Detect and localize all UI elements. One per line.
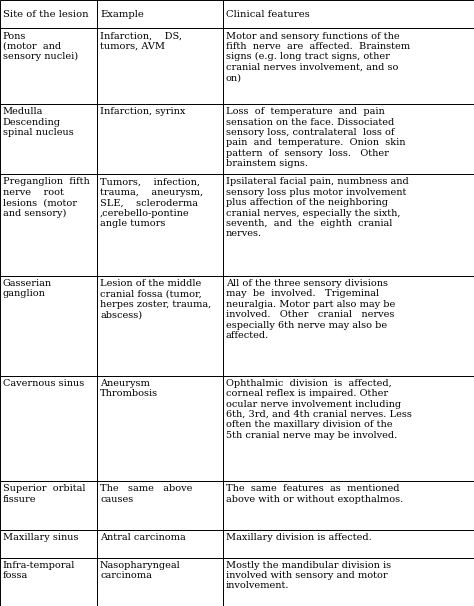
Text: Antral carcinoma: Antral carcinoma — [100, 533, 186, 542]
Bar — [0, 0, 97, 28]
Bar — [223, 530, 474, 558]
Text: Maxillary sinus: Maxillary sinus — [3, 533, 78, 542]
Text: Infarction,    DS,
tumors, AVM: Infarction, DS, tumors, AVM — [100, 32, 182, 51]
Bar — [97, 276, 223, 376]
Text: Nasopharyngeal
carcinoma: Nasopharyngeal carcinoma — [100, 561, 181, 580]
Bar — [0, 104, 97, 175]
Bar — [0, 175, 97, 276]
Bar — [0, 28, 97, 104]
Text: Preganglion  fifth
nerve    root
lesions  (motor
and sensory): Preganglion fifth nerve root lesions (mo… — [3, 178, 90, 218]
Bar — [0, 276, 97, 376]
Text: Superior  orbital
fissure: Superior orbital fissure — [3, 484, 85, 504]
Text: Pons
(motor  and
sensory nuclei): Pons (motor and sensory nuclei) — [3, 32, 78, 61]
Text: The   same   above
causes: The same above causes — [100, 484, 192, 504]
Text: Cavernous sinus: Cavernous sinus — [3, 379, 84, 388]
Text: All of the three sensory divisions
may  be  involved.   Trigeminal
neuralgia. Mo: All of the three sensory divisions may b… — [226, 279, 395, 340]
Bar — [0, 376, 97, 481]
Bar — [97, 175, 223, 276]
Text: Gasserian
ganglion: Gasserian ganglion — [3, 279, 52, 298]
Bar — [97, 481, 223, 530]
Bar — [97, 104, 223, 175]
Bar — [223, 481, 474, 530]
Text: Ophthalmic  division  is  affected,
corneal reflex is impaired. Other
ocular ner: Ophthalmic division is affected, corneal… — [226, 379, 411, 440]
Text: Tumors,    infection,
trauma,    aneurysm,
SLE,    scleroderma
,cerebello-pontin: Tumors, infection, trauma, aneurysm, SLE… — [100, 178, 203, 228]
Text: The  same  features  as  mentioned
above with or without exopthalmos.: The same features as mentioned above wit… — [226, 484, 403, 504]
Text: Maxillary division is affected.: Maxillary division is affected. — [226, 533, 371, 542]
Text: Example: Example — [100, 10, 144, 19]
Text: Aneurysm
Thrombosis: Aneurysm Thrombosis — [100, 379, 158, 398]
Text: Medulla
Descending
spinal nucleus: Medulla Descending spinal nucleus — [3, 107, 73, 137]
Text: Clinical features: Clinical features — [226, 10, 310, 19]
Bar — [97, 376, 223, 481]
Text: Site of the lesion: Site of the lesion — [3, 10, 89, 19]
Bar — [97, 28, 223, 104]
Bar — [223, 28, 474, 104]
Bar — [223, 376, 474, 481]
Text: Mostly the mandibular division is
involved with sensory and motor
involvement.: Mostly the mandibular division is involv… — [226, 561, 391, 590]
Bar — [223, 175, 474, 276]
Bar — [97, 530, 223, 558]
Bar — [0, 481, 97, 530]
Text: Lesion of the middle
cranial fossa (tumor,
herpes zoster, trauma,
abscess): Lesion of the middle cranial fossa (tumo… — [100, 279, 211, 319]
Text: Infra-temporal
fossa: Infra-temporal fossa — [3, 561, 75, 580]
Bar — [97, 0, 223, 28]
Bar — [97, 558, 223, 606]
Bar — [0, 530, 97, 558]
Bar — [223, 276, 474, 376]
Text: Infarction, syrinx: Infarction, syrinx — [100, 107, 185, 116]
Text: Motor and sensory functions of the
fifth  nerve  are  affected.  Brainstem
signs: Motor and sensory functions of the fifth… — [226, 32, 410, 82]
Text: Loss  of  temperature  and  pain
sensation on the face. Dissociated
sensory loss: Loss of temperature and pain sensation o… — [226, 107, 405, 168]
Bar — [0, 558, 97, 606]
Bar — [223, 0, 474, 28]
Bar — [223, 104, 474, 175]
Bar — [223, 558, 474, 606]
Text: Ipsilateral facial pain, numbness and
sensory loss plus motor involvement
plus a: Ipsilateral facial pain, numbness and se… — [226, 178, 409, 238]
